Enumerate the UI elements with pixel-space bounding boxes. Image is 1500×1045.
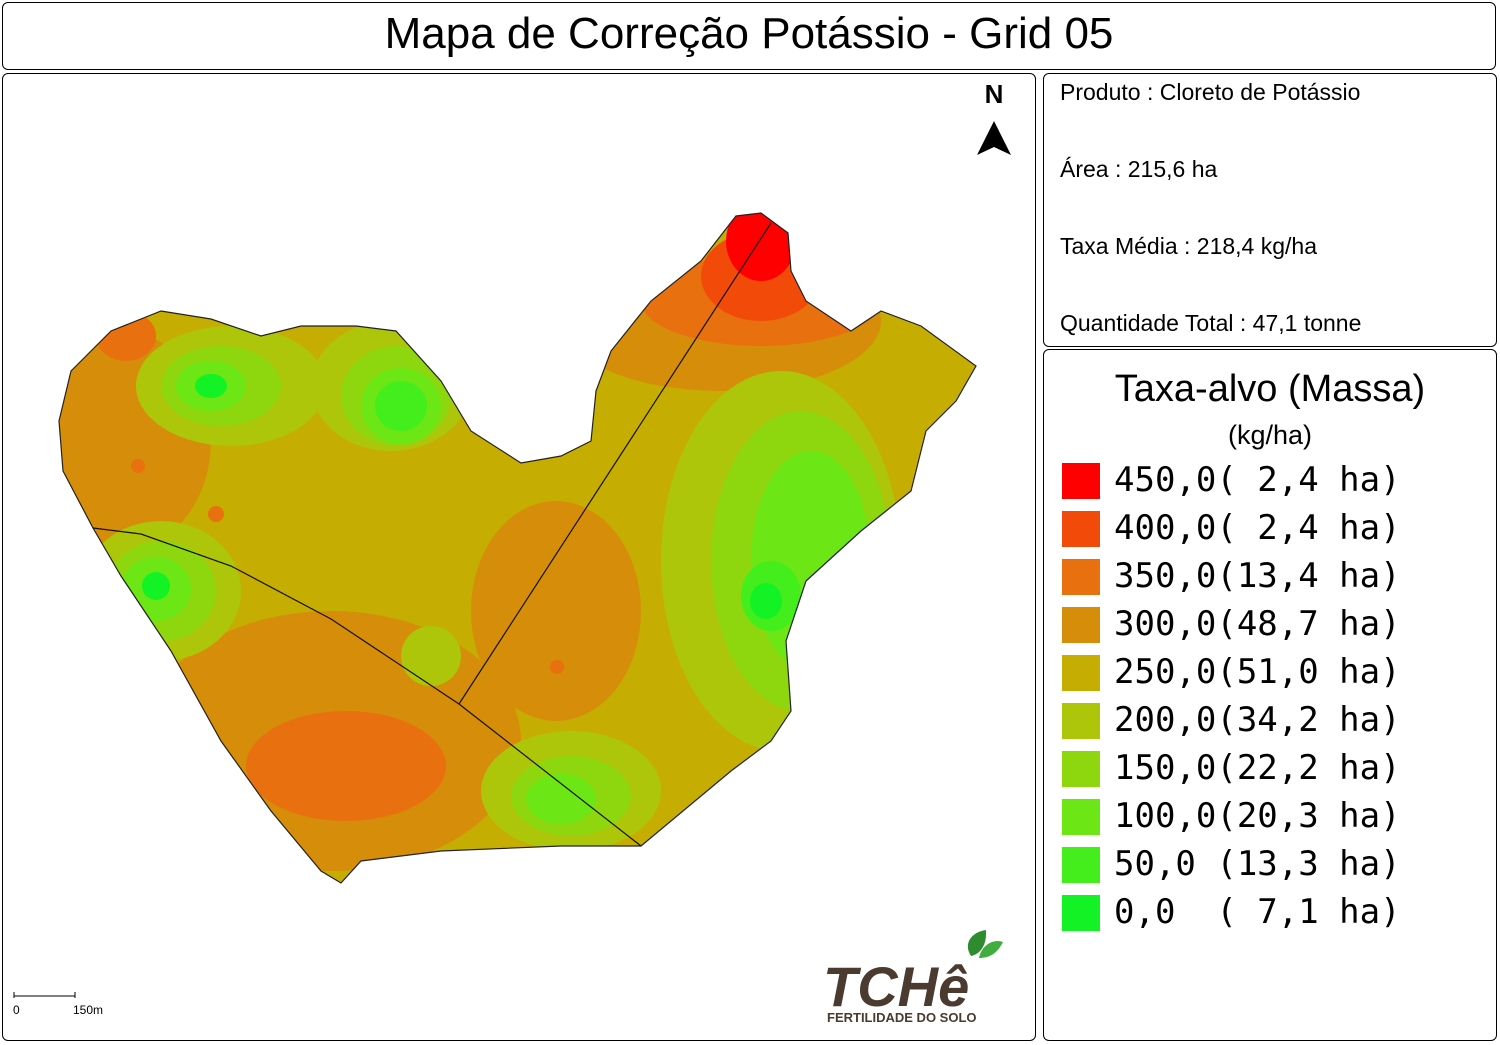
field-road-diagonal bbox=[92, 527, 642, 847]
field-road-north bbox=[458, 222, 772, 705]
legend-label: 150,0(22,2 ha) bbox=[1114, 748, 1401, 788]
field-boundary bbox=[58, 212, 977, 884]
tche-logo: TCHê FERTILIDADE DO SOLO bbox=[821, 924, 1021, 1025]
legend-label: 250,0(51,0 ha) bbox=[1114, 652, 1401, 692]
legend-swatch bbox=[1062, 895, 1100, 931]
legend-label: 400,0( 2,4 ha) bbox=[1114, 508, 1401, 548]
info-area: Área : 215,6 ha bbox=[1060, 156, 1218, 182]
info-taxa-media: Taxa Média : 218,4 kg/ha bbox=[1060, 233, 1317, 259]
legend-swatch bbox=[1062, 751, 1100, 787]
spot-1 bbox=[131, 459, 145, 473]
zone-100-e bbox=[751, 451, 871, 671]
scale-bar-line bbox=[13, 992, 76, 998]
legend-label: 300,0(48,7 ha) bbox=[1114, 604, 1401, 644]
legend-swatch bbox=[1062, 511, 1100, 547]
legend-label: 350,0(13,4 ha) bbox=[1114, 556, 1401, 596]
scale-start: 0 bbox=[13, 1003, 20, 1017]
zone-50-n bbox=[375, 381, 427, 431]
legend-label: 100,0(20,3 ha) bbox=[1114, 796, 1401, 836]
title-panel: Mapa de Correção Potássio - Grid 05 bbox=[2, 2, 1496, 70]
map-panel[interactable]: N 0 150m TCHê FERTILIDADE DO SOLO bbox=[2, 73, 1036, 1041]
tche-logo-image: TCHê FERTILIDADE DO SOLO bbox=[823, 930, 1003, 1025]
legend-panel: Taxa-alvo (Massa) (kg/ha) 450,0( 2,4 ha)… bbox=[1043, 349, 1497, 1041]
legend-swatch bbox=[1062, 799, 1100, 835]
legend-swatch bbox=[1062, 607, 1100, 643]
zone-0-w bbox=[142, 572, 170, 600]
legend-label: 200,0(34,2 ha) bbox=[1114, 700, 1401, 740]
info-produto: Produto : Cloreto de Potássio bbox=[1060, 79, 1361, 105]
zone-200-c bbox=[401, 626, 461, 686]
zone-0-nw bbox=[195, 374, 227, 398]
legend-label: 0,0 ( 7,1 ha) bbox=[1114, 892, 1401, 932]
field-map[interactable] bbox=[2, 74, 1035, 1041]
legend-label: 450,0( 2,4 ha) bbox=[1114, 460, 1401, 500]
zone-100-s bbox=[526, 774, 596, 824]
legend-swatch bbox=[1062, 847, 1100, 883]
north-arrow-icon bbox=[977, 121, 1011, 155]
legend-swatch bbox=[1062, 655, 1100, 691]
scale-bar: 0 150m bbox=[13, 990, 103, 1020]
svg-text:FERTILIDADE DO SOLO: FERTILIDADE DO SOLO bbox=[827, 1010, 977, 1024]
north-arrow: N bbox=[969, 79, 1019, 157]
north-label: N bbox=[984, 79, 1004, 109]
scale-end: 150m bbox=[73, 1003, 104, 1017]
legend-label: 50,0 (13,3 ha) bbox=[1114, 844, 1401, 884]
svg-text:TCHê: TCHê bbox=[823, 955, 969, 1018]
info-quantidade-total: Quantidade Total : 47,1 tonne bbox=[1060, 310, 1362, 336]
legend-title: Taxa-alvo (Massa) bbox=[1114, 368, 1426, 410]
spot-3 bbox=[550, 660, 564, 674]
zone-350-nw bbox=[96, 311, 156, 361]
legend-swatch bbox=[1062, 559, 1100, 595]
legend-swatch bbox=[1062, 463, 1100, 499]
legend-unit: (kg/ha) bbox=[1227, 420, 1313, 450]
zone-0-e bbox=[750, 583, 782, 619]
info-panel: Produto : Cloreto de Potássio Área : 215… bbox=[1043, 73, 1497, 347]
zone-300-center bbox=[471, 501, 641, 721]
map-title: Mapa de Correção Potássio - Grid 05 bbox=[384, 9, 1114, 58]
spot-2 bbox=[208, 506, 224, 522]
legend-swatch bbox=[1062, 703, 1100, 739]
zone-350-south bbox=[246, 711, 446, 821]
